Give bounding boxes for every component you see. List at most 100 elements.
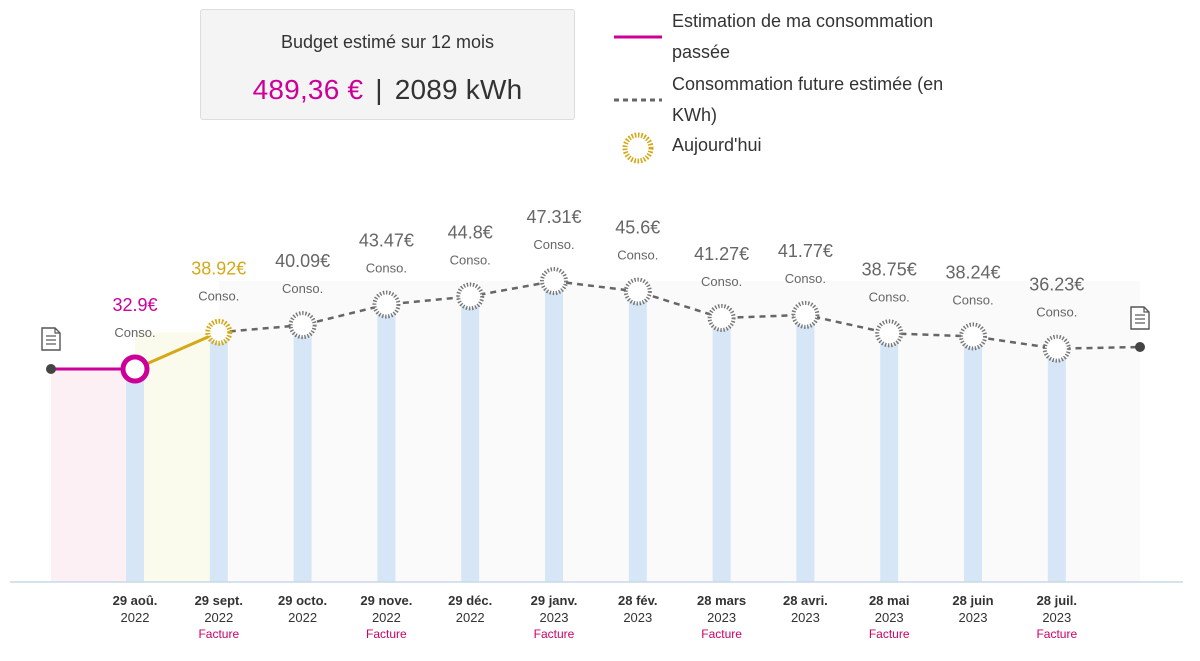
consumption-bar [880, 333, 899, 582]
point-marker-future [372, 290, 401, 319]
x-tick-year: 2022 [372, 610, 401, 625]
x-tick-date: 29 octo. [278, 593, 327, 608]
conso-label: Conso. [869, 289, 910, 304]
conso-label: Conso. [366, 261, 407, 276]
start-point [46, 364, 56, 374]
budget-title: Budget estimé sur 12 mois [280, 32, 495, 52]
consumption-bar [712, 317, 731, 582]
x-tick-date: 28 juin [952, 593, 993, 608]
x-tick-date: 29 aoû. [113, 593, 158, 608]
consumption-bar [545, 281, 563, 582]
x-tick-facture: Facture [701, 627, 742, 641]
consumption-bar [293, 325, 312, 582]
point-marker-future [707, 303, 736, 332]
point-marker-future [456, 282, 485, 311]
value-label: 40.09€ [275, 251, 330, 271]
x-tick-date: 28 avri. [783, 593, 828, 608]
point-marker-future [540, 267, 568, 296]
value-label: 32.9€ [112, 295, 157, 315]
budget-summary-box: Budget estimé sur 12 mois 489,36 € | 2089 … [200, 9, 575, 120]
end-point [1135, 342, 1145, 352]
x-tick-facture: Facture [869, 627, 910, 641]
consumption-bar [126, 369, 144, 582]
legend-label-future: Consommation future estimée (en KWh) [672, 74, 944, 125]
x-tick-year: 2023 [791, 610, 820, 625]
current-period-band [135, 332, 219, 582]
x-tick-date: 28 fév. [618, 593, 658, 608]
x-tick-facture: Facture [366, 627, 407, 641]
consumption-bar [209, 332, 228, 582]
x-tick-facture: Facture [1036, 627, 1077, 641]
value-label: 41.77€ [778, 241, 833, 261]
conso-label: Conso. [450, 252, 491, 267]
chart-marker-layer [46, 267, 1145, 384]
value-label: 38.92€ [191, 258, 246, 278]
future-line [218, 279, 1141, 350]
value-label: 43.47€ [359, 231, 414, 251]
budget-values: 489,36 € | 2089 kWh [201, 74, 574, 106]
x-tick-year: 2023 [875, 610, 904, 625]
consumption-bar [964, 336, 982, 582]
point-marker-past [120, 354, 150, 384]
legend-swatch-past [614, 35, 662, 39]
point-marker-today [205, 318, 233, 346]
conso-label: Conso. [282, 281, 323, 296]
legend-swatch-future [614, 98, 662, 102]
x-tick-year: 2022 [204, 610, 233, 625]
document-icon[interactable] [41, 327, 61, 351]
chart-bar-layer [126, 281, 1066, 582]
x-tick-year: 2022 [288, 610, 317, 625]
point-marker-future [959, 322, 987, 351]
x-tick-year: 2023 [1042, 610, 1071, 625]
value-label: 47.31€ [526, 207, 581, 227]
future-period-band [218, 281, 1141, 582]
point-marker-future [623, 277, 652, 306]
conso-label: Conso. [617, 248, 658, 263]
value-label: 44.8€ [448, 222, 493, 242]
conso-label: Conso. [785, 271, 826, 286]
x-tick-date: 28 juil. [1037, 593, 1077, 608]
value-label: 45.6€ [615, 218, 660, 238]
chart-background-layer [51, 281, 1141, 582]
today-line [134, 330, 220, 371]
consumption-bar [796, 314, 815, 582]
consumption-bar [461, 296, 480, 582]
point-marker-future [791, 300, 820, 329]
x-tick-year: 2023 [623, 610, 652, 625]
x-tick-year: 2023 [707, 610, 736, 625]
chart-label-layer: 32.9€ Conso. 38.92€ Conso. 40.09€ Conso. 43.47… [112, 207, 1084, 340]
document-icon[interactable] [1130, 306, 1150, 330]
x-tick-date: 28 mars [697, 593, 746, 608]
chart-axis-layer: 29 aoû. 2022 29 sept. 2022 Facture 29 octo. 20… [113, 593, 1078, 641]
point-marker-future [875, 319, 904, 348]
x-tick-date: 29 nove. [360, 593, 412, 608]
consumption-bar [377, 304, 396, 582]
value-label: 36.23€ [1029, 275, 1084, 295]
conso-label: Conso. [1036, 305, 1077, 320]
x-tick-date: 29 janv. [531, 593, 578, 608]
conso-label: Conso. [198, 288, 239, 303]
consumption-bar [1047, 348, 1066, 582]
conso-label: Conso. [533, 237, 574, 252]
legend-swatch-today [622, 132, 654, 164]
past-period-band [51, 369, 135, 582]
legend-label-today: Aujourd'hui [672, 135, 762, 155]
x-tick-year: 2022 [121, 610, 150, 625]
x-tick-date: 29 déc. [448, 593, 492, 608]
budget-euros: 489,36 € [252, 74, 364, 105]
x-tick-facture: Facture [534, 627, 575, 641]
conso-label: Conso. [952, 292, 993, 307]
x-tick-year: 2022 [456, 610, 485, 625]
conso-label: Conso. [701, 274, 742, 289]
conso-label: Conso. [114, 325, 155, 340]
x-tick-year: 2023 [540, 610, 569, 625]
x-tick-facture: Facture [198, 627, 239, 641]
value-label: 38.24€ [945, 262, 1000, 282]
legend-label-past: Estimation de ma consommation passée [672, 11, 934, 62]
budget-kwh: 2089 kWh [394, 74, 523, 105]
x-tick-date: 28 mai [869, 593, 909, 608]
x-tick-year: 2023 [959, 610, 988, 625]
consumption-bar [628, 291, 647, 582]
budget-separator: | [375, 74, 383, 105]
